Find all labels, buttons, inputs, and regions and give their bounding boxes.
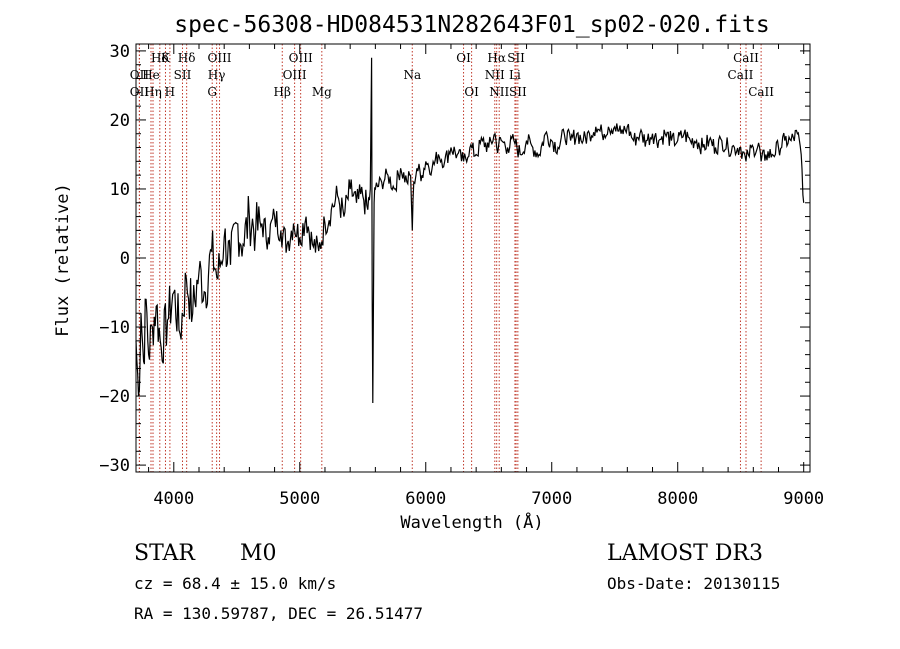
plot-frame	[135, 43, 811, 473]
x-axis-label: Wavelength (Å)	[400, 511, 543, 533]
line-label: Hα	[487, 51, 506, 65]
observation-date: Obs-Date: 20130115	[607, 574, 780, 593]
line-label: SII	[509, 85, 527, 99]
redshift-info: cz = 68.4 ± 15.0 km/s	[134, 574, 336, 593]
x-tick-label: 5000	[279, 489, 320, 509]
y-tick-label: −20	[99, 387, 130, 407]
line-label: NII	[489, 85, 509, 99]
line-label: OII	[130, 68, 150, 82]
line-label: Na	[403, 68, 421, 82]
x-tick-label: 6000	[405, 489, 446, 509]
x-tick-label: 7000	[531, 489, 572, 509]
y-tick-label: 20	[110, 111, 130, 131]
line-label: CaII	[733, 51, 759, 65]
y-axis-label: Flux (relative)	[53, 183, 73, 337]
line-label: CaII	[748, 85, 774, 99]
line-label: NII	[485, 68, 505, 82]
line-label: OIII	[207, 51, 231, 65]
line-label: Hβ	[274, 85, 291, 99]
line-label: Li	[509, 68, 521, 82]
chart-title: spec-56308-HD084531N282643F01_sp02-020.f…	[174, 12, 769, 38]
line-label: CaII	[728, 68, 754, 82]
line-label: SII	[174, 68, 192, 82]
survey-name: LAMOST DR3	[607, 541, 763, 566]
spectrum-line	[135, 57, 805, 404]
x-tick-label: 4000	[153, 489, 194, 509]
line-label: Hη	[144, 85, 162, 99]
line-label: OIII	[283, 68, 307, 82]
line-label: K	[161, 51, 171, 65]
object-subclass: M0	[240, 541, 277, 566]
line-label: OI	[464, 85, 479, 99]
line-label: OIII	[289, 51, 313, 65]
line-label: OI	[456, 51, 471, 65]
coordinates: RA = 130.59787, DEC = 26.51477	[134, 604, 423, 623]
line-label: Hδ	[178, 51, 196, 65]
object-class: STAR	[134, 541, 196, 566]
x-tick-label: 9000	[783, 489, 824, 509]
line-label: SII	[507, 51, 525, 65]
x-tick-label: 8000	[657, 489, 698, 509]
y-tick-label: −10	[99, 318, 130, 338]
x-axis: 4000 5000 6000 7000 8000 9000	[148, 44, 824, 509]
line-label: Hδ	[151, 51, 169, 65]
y-tick-label: 30	[110, 42, 130, 62]
y-axis: −30 −20 −10 0 10 20 30	[99, 42, 810, 476]
line-label: Hγ	[208, 68, 226, 82]
line-label: H	[165, 85, 175, 99]
line-label: He	[142, 68, 160, 82]
line-label: Mg	[312, 85, 332, 99]
y-tick-label: 10	[110, 180, 130, 200]
y-tick-label: 0	[120, 249, 130, 269]
line-label: G	[207, 85, 217, 99]
y-tick-label: −30	[99, 456, 130, 476]
spectral-line-markers	[138, 44, 762, 472]
